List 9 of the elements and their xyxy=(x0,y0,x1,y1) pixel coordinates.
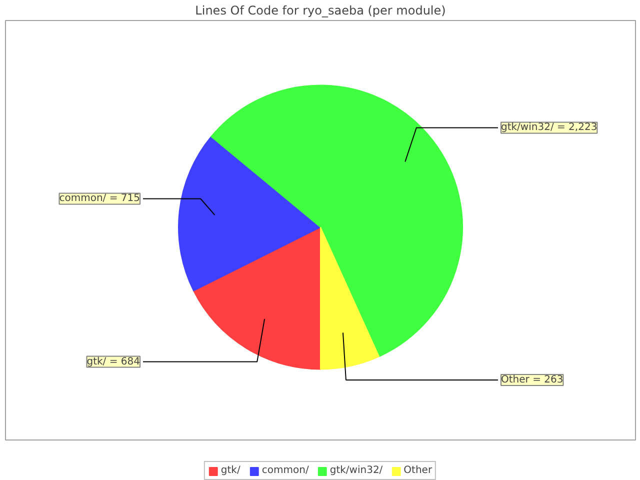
legend-label: common/ xyxy=(262,465,309,476)
legend-label: gtk/win32/ xyxy=(330,465,383,476)
category-label: gtk/win32/ = 2,223 xyxy=(501,122,598,134)
chart-title: Lines Of Code for ryo_saeba (per module) xyxy=(195,4,446,18)
category-label: common/ = 715 xyxy=(59,193,140,204)
category-label: Other = 263 xyxy=(501,374,564,386)
legend-label: gtk/ xyxy=(220,465,241,476)
legend-label: Other xyxy=(404,465,432,476)
category-label: gtk/ = 684 xyxy=(86,356,140,368)
